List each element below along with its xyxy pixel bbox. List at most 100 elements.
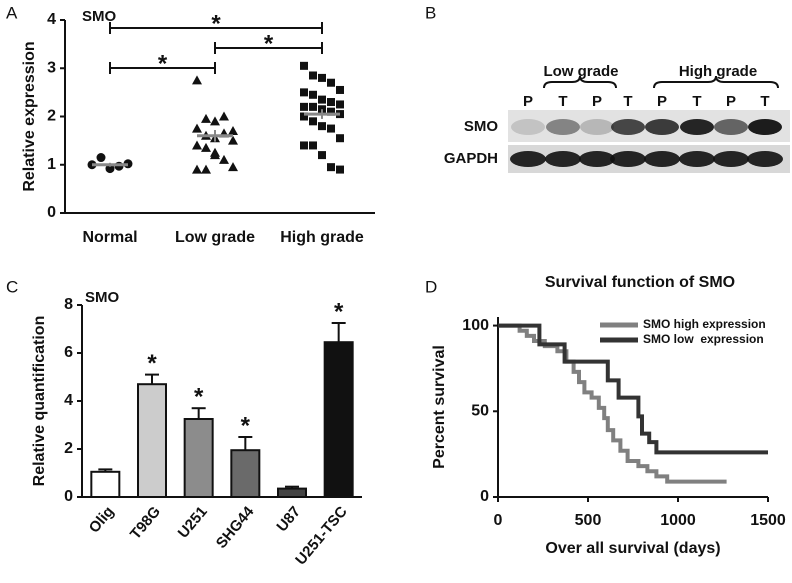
significance: * — [147, 350, 157, 377]
band — [748, 119, 782, 135]
group-label: High grade — [679, 63, 757, 80]
x-tick-label: Normal — [82, 229, 137, 246]
y-tick-label: 8 — [64, 296, 73, 313]
point — [300, 102, 308, 111]
band — [579, 151, 615, 167]
point — [228, 135, 238, 145]
y-tick-label: 3 — [47, 59, 56, 76]
point — [192, 123, 202, 133]
band — [644, 151, 680, 167]
row-label: GAPDH — [444, 150, 498, 167]
point — [219, 111, 229, 121]
band — [714, 119, 748, 135]
x-tick-label: 1500 — [750, 512, 786, 529]
y-tick-label: 1 — [47, 156, 56, 173]
lane-label: P — [592, 93, 602, 110]
legend-label: SMO low expression — [643, 332, 764, 346]
point — [201, 113, 211, 123]
y-tick-label: 100 — [462, 317, 489, 334]
survival-line — [498, 323, 768, 455]
panel-label: A — [6, 3, 18, 22]
point — [336, 100, 344, 109]
point — [210, 150, 220, 160]
y-tick-label: 2 — [47, 108, 56, 125]
group-label: Low grade — [543, 63, 618, 80]
bar — [137, 383, 167, 499]
y-tick-label: 0 — [480, 488, 489, 505]
y-tick-label: 0 — [47, 204, 56, 221]
lane-label: T — [692, 93, 701, 110]
point — [192, 140, 202, 150]
bar — [277, 487, 307, 499]
point — [327, 78, 335, 87]
x-tick-label: T98G — [127, 503, 164, 543]
chart-title: SMO — [85, 289, 120, 306]
point — [228, 125, 238, 135]
band — [747, 151, 783, 167]
y-axis-label: Relative quantification — [31, 316, 48, 487]
point — [336, 85, 344, 94]
band — [545, 151, 581, 167]
point — [318, 73, 326, 82]
chart-title: SMO — [82, 8, 117, 25]
band — [713, 151, 749, 167]
lane-label: T — [623, 93, 632, 110]
point — [105, 164, 115, 174]
y-axis-label: Relative expression — [21, 41, 38, 191]
point — [327, 107, 335, 116]
band — [610, 151, 646, 167]
point — [318, 95, 326, 104]
lane-label: P — [523, 93, 533, 110]
row-label: SMO — [464, 118, 499, 135]
point — [219, 154, 229, 164]
lane-label: P — [657, 93, 667, 110]
band — [680, 119, 714, 135]
point — [336, 134, 344, 143]
band — [645, 119, 679, 135]
y-tick-label: 50 — [471, 403, 489, 420]
panel-label: B — [425, 3, 436, 22]
point — [327, 163, 335, 172]
x-axis-label: Over all survival (days) — [545, 540, 720, 557]
x-tick-label: U251 — [175, 503, 211, 541]
y-tick-label: 2 — [64, 440, 73, 457]
point — [210, 116, 220, 126]
point — [300, 61, 308, 70]
panel-label: C — [6, 277, 18, 296]
band — [580, 119, 614, 135]
point — [327, 98, 335, 107]
point — [300, 112, 308, 121]
x-tick-label: 500 — [575, 512, 602, 529]
x-tick-label: 1000 — [660, 512, 696, 529]
brace — [653, 75, 779, 89]
significance: * — [241, 412, 251, 439]
brace — [543, 75, 617, 89]
point — [318, 151, 326, 160]
x-tick-label: U87 — [273, 503, 304, 535]
bar — [183, 418, 214, 498]
band — [510, 151, 546, 167]
x-tick-label: SHG44 — [213, 503, 258, 552]
point — [201, 164, 211, 174]
y-axis-label: Percent survival — [431, 345, 448, 469]
point — [228, 162, 238, 172]
point — [309, 141, 317, 150]
point — [336, 165, 344, 174]
point — [309, 117, 317, 126]
point — [192, 164, 202, 174]
point — [318, 122, 326, 131]
y-tick-label: 6 — [64, 344, 73, 361]
significance: * — [158, 50, 168, 77]
panel-label: D — [425, 277, 437, 296]
x-tick-label: Olig — [86, 503, 118, 536]
legend-label: SMO high expression — [643, 317, 766, 331]
point — [300, 141, 308, 150]
significance: * — [264, 30, 274, 57]
bar — [230, 449, 261, 499]
point — [300, 88, 308, 97]
band — [511, 119, 545, 135]
significance: * — [211, 10, 221, 37]
point — [309, 102, 317, 111]
survival-line — [498, 323, 727, 484]
